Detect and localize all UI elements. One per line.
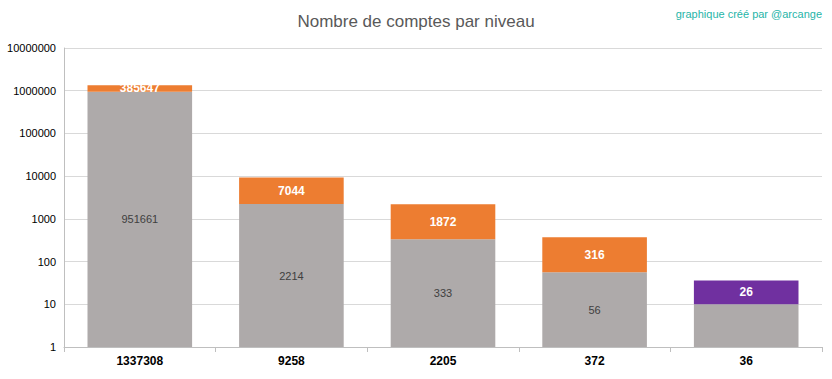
svg-text:graphique créé par @arcange: graphique créé par @arcange (676, 8, 822, 20)
svg-text:26: 26 (740, 285, 754, 299)
svg-text:10000: 10000 (25, 170, 56, 182)
svg-text:1337308: 1337308 (116, 354, 163, 368)
svg-text:7044: 7044 (278, 184, 305, 198)
svg-text:316: 316 (585, 248, 605, 262)
svg-text:1: 1 (50, 341, 56, 353)
svg-text:1872: 1872 (430, 215, 457, 229)
svg-text:10000000: 10000000 (7, 42, 56, 54)
svg-text:9258: 9258 (278, 354, 305, 368)
svg-text:2205: 2205 (430, 354, 457, 368)
svg-text:951661: 951661 (121, 213, 158, 225)
svg-text:Nombre de comptes par niveau: Nombre de comptes par niveau (297, 12, 534, 31)
svg-text:1000: 1000 (32, 213, 56, 225)
svg-text:100000: 100000 (19, 127, 56, 139)
svg-text:100: 100 (38, 256, 56, 268)
svg-text:385647: 385647 (120, 81, 160, 95)
svg-text:1000000: 1000000 (13, 85, 56, 97)
svg-text:2214: 2214 (279, 270, 303, 282)
svg-text:56: 56 (588, 304, 600, 316)
svg-text:333: 333 (434, 287, 452, 299)
svg-text:372: 372 (585, 354, 605, 368)
svg-text:36: 36 (740, 354, 754, 368)
svg-text:10: 10 (44, 298, 56, 310)
